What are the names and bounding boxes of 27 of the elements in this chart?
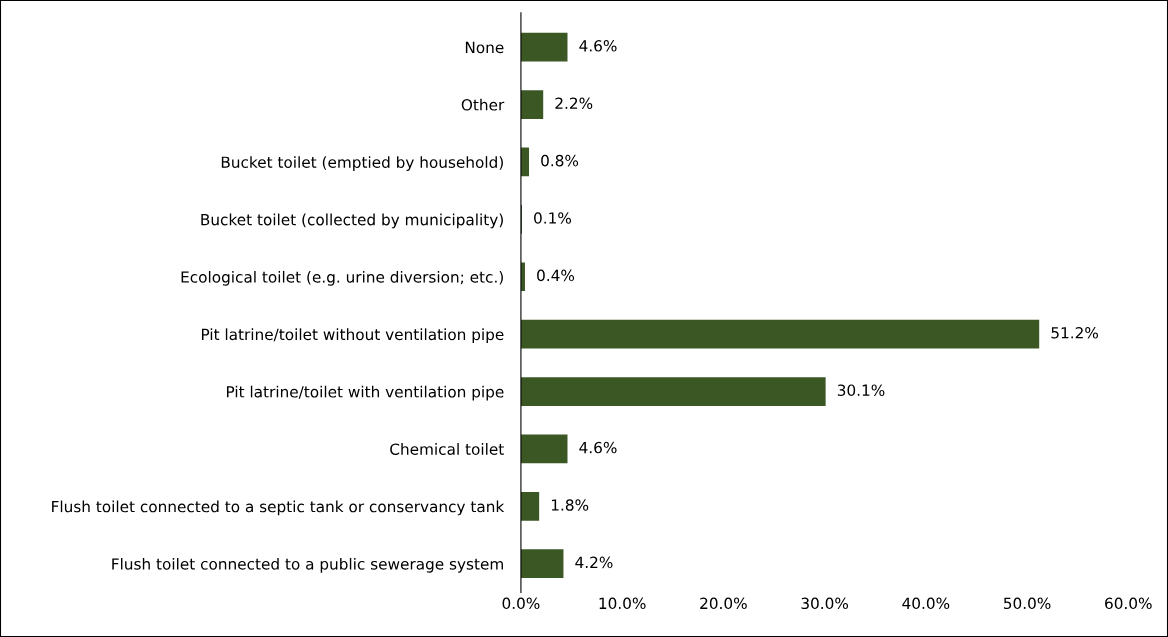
data-label: 0.8%	[541, 154, 579, 167]
x-tick-label: 60.0%	[1105, 597, 1152, 610]
y-tick-label: Other	[461, 98, 505, 111]
y-tick-label: None	[465, 41, 504, 54]
data-label: 4.2%	[575, 556, 613, 569]
x-tick-label: 0.0%	[502, 597, 540, 610]
x-tick-label: 30.0%	[801, 597, 849, 610]
data-label: 2.2%	[555, 97, 593, 109]
y-tick-label: Bucket toilet (collected by municipality)	[201, 213, 503, 229]
data-label: 4.6%	[579, 441, 617, 454]
data-label: 1.8%	[551, 499, 589, 511]
y-tick-label: Flush toilet connected to a public sewerage system	[112, 557, 503, 573]
data-label: 0.1%	[534, 212, 572, 224]
x-tick-label: 50.0%	[1003, 597, 1051, 610]
y-tick-label: Ecological toilet (e.g. urine diversion; etc.)	[181, 270, 503, 286]
data-label: 51.2%	[1051, 327, 1099, 339]
data-label: 30.1%	[837, 384, 885, 396]
y-tick-label: Pit latrine/toilet without ventilation pipe	[201, 328, 504, 344]
data-label: 4.6%	[579, 40, 617, 52]
y-tick-label: Bucket toilet (emptied by household)	[221, 156, 503, 171]
y-tick-label: Flush toilet connected to a septic tank or conservancy tank	[52, 500, 505, 516]
y-tick-label: Pit latrine/toilet with ventilation pipe	[226, 385, 504, 401]
x-tick-label: 40.0%	[902, 597, 950, 610]
data-label: 0.4%	[537, 269, 575, 282]
x-tick-label: 20.0%	[700, 597, 747, 610]
y-tick-label: Chemical toilet	[390, 443, 504, 455]
x-tick-label: 10.0%	[599, 597, 646, 610]
